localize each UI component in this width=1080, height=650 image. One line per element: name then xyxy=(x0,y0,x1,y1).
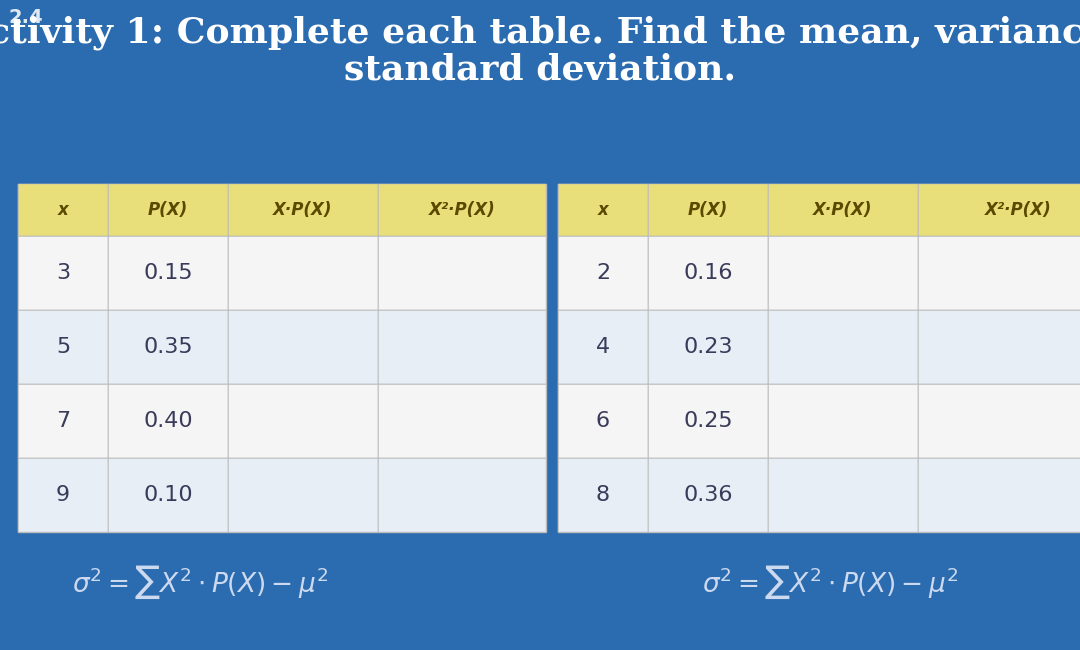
Text: 0.40: 0.40 xyxy=(144,411,193,431)
Bar xyxy=(768,384,918,458)
Text: X²·P(X): X²·P(X) xyxy=(985,201,1051,219)
Text: 0.16: 0.16 xyxy=(684,263,732,283)
Text: 2: 2 xyxy=(596,263,610,283)
Bar xyxy=(918,384,1080,458)
Text: 0.23: 0.23 xyxy=(684,337,732,357)
Bar xyxy=(18,236,108,310)
Text: x: x xyxy=(57,201,68,219)
Bar xyxy=(918,458,1080,532)
Text: $\sigma^2 = \sum X^2 \cdot P(X) - \mu^2$: $\sigma^2 = \sum X^2 \cdot P(X) - \mu^2$ xyxy=(702,564,958,601)
Bar xyxy=(18,184,546,532)
Bar xyxy=(648,184,768,236)
Bar xyxy=(228,384,378,458)
Text: standard deviation.: standard deviation. xyxy=(345,52,735,86)
Bar xyxy=(108,384,228,458)
Bar xyxy=(378,236,546,310)
Text: $\sigma^2 = \sum X^2 \cdot P(X) - \mu^2$: $\sigma^2 = \sum X^2 \cdot P(X) - \mu^2$ xyxy=(72,564,328,601)
Text: x: x xyxy=(597,201,608,219)
Text: X·P(X): X·P(X) xyxy=(813,201,873,219)
Text: P(X): P(X) xyxy=(148,201,188,219)
Bar xyxy=(378,458,546,532)
Text: 0.36: 0.36 xyxy=(684,485,732,505)
Bar xyxy=(918,310,1080,384)
Bar xyxy=(648,236,768,310)
Bar xyxy=(558,184,648,236)
Bar xyxy=(918,184,1080,236)
Bar xyxy=(558,310,648,384)
Bar xyxy=(228,184,378,236)
Bar xyxy=(378,384,546,458)
Text: 0.15: 0.15 xyxy=(144,263,193,283)
Bar xyxy=(228,458,378,532)
Bar xyxy=(648,310,768,384)
Text: 5: 5 xyxy=(56,337,70,357)
Bar xyxy=(108,458,228,532)
Text: 9: 9 xyxy=(56,485,70,505)
Bar xyxy=(558,236,648,310)
Text: 3: 3 xyxy=(56,263,70,283)
Bar xyxy=(228,236,378,310)
Text: 6: 6 xyxy=(596,411,610,431)
Text: 0.25: 0.25 xyxy=(684,411,733,431)
Bar xyxy=(768,236,918,310)
Bar xyxy=(768,458,918,532)
Bar xyxy=(108,310,228,384)
Text: P(X): P(X) xyxy=(688,201,728,219)
Bar xyxy=(768,310,918,384)
Text: 2.4: 2.4 xyxy=(8,8,42,27)
Bar xyxy=(108,236,228,310)
Text: 0.10: 0.10 xyxy=(144,485,193,505)
Bar xyxy=(18,458,108,532)
Bar xyxy=(918,236,1080,310)
Text: 0.35: 0.35 xyxy=(144,337,193,357)
Text: X²·P(X): X²·P(X) xyxy=(429,201,496,219)
Text: X·P(X): X·P(X) xyxy=(273,201,333,219)
Bar xyxy=(558,184,1080,532)
Bar xyxy=(558,458,648,532)
Text: Activity 1: Complete each table. Find the mean, variance,: Activity 1: Complete each table. Find th… xyxy=(0,15,1080,49)
Text: 8: 8 xyxy=(596,485,610,505)
Bar xyxy=(648,384,768,458)
Text: 4: 4 xyxy=(596,337,610,357)
Text: 7: 7 xyxy=(56,411,70,431)
Bar xyxy=(768,184,918,236)
Bar xyxy=(108,184,228,236)
Bar xyxy=(558,384,648,458)
Bar xyxy=(18,310,108,384)
Bar xyxy=(378,184,546,236)
Bar xyxy=(228,310,378,384)
Bar xyxy=(378,310,546,384)
Bar xyxy=(18,384,108,458)
Bar xyxy=(18,184,108,236)
Bar xyxy=(648,458,768,532)
